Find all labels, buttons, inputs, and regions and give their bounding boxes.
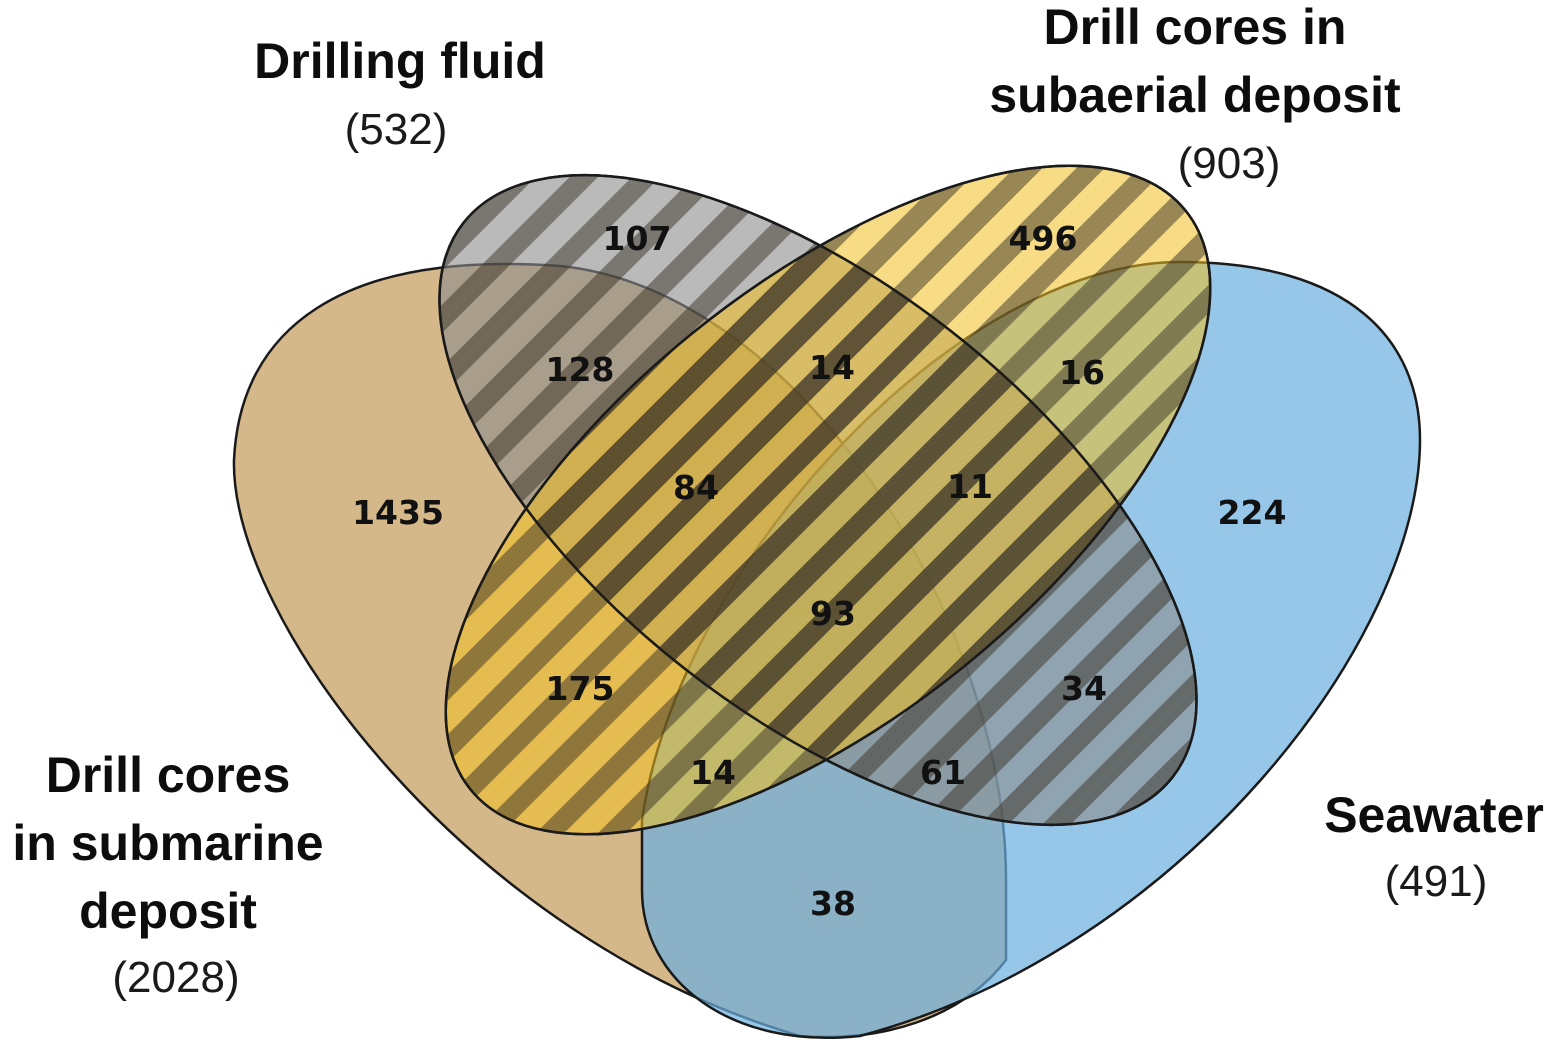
set-title-subaerial-line1: Drill cores in xyxy=(1044,0,1347,55)
region-value-fluid-subaerial-seawater: 11 xyxy=(947,467,993,506)
set-count-submarine: (2028) xyxy=(112,953,239,1002)
region-value-submarine-only: 1435 xyxy=(352,493,444,532)
region-value-submarine-subaerial: 175 xyxy=(546,669,615,708)
set-title-drilling-fluid: Drilling fluid xyxy=(254,33,546,89)
region-value-fluid-only: 107 xyxy=(603,219,672,258)
region-value-all-four: 93 xyxy=(810,594,856,633)
set-title-subaerial-line2: subaerial deposit xyxy=(989,67,1401,123)
set-title-submarine-line3: deposit xyxy=(79,883,257,939)
set-title-seawater: Seawater xyxy=(1324,787,1544,843)
region-value-seawater-only: 224 xyxy=(1218,493,1287,532)
set-subaerial-outline xyxy=(444,164,1212,836)
region-value-subaerial-only: 496 xyxy=(1009,219,1078,258)
set-count-subaerial: (903) xyxy=(1178,139,1281,188)
region-value-submarine-fluid: 128 xyxy=(546,350,615,389)
set-drilling-fluid-outline xyxy=(438,174,1198,826)
region-value-submarine-seawater: 38 xyxy=(810,884,856,923)
region-value-fluid-subaerial: 14 xyxy=(809,348,855,387)
region-value-submarine-fluid-seawater: 61 xyxy=(920,753,966,792)
region-value-fluid-seawater: 34 xyxy=(1061,669,1107,708)
set-title-submarine-line1: Drill cores xyxy=(46,747,291,803)
set-count-seawater: (491) xyxy=(1385,857,1488,906)
set-title-submarine-line2: in submarine xyxy=(12,815,323,871)
region-value-submarine-subaerial-seawater: 14 xyxy=(690,753,736,792)
set-count-drilling-fluid: (532) xyxy=(345,105,448,154)
region-value-submarine-fluid-subaerial: 84 xyxy=(673,468,719,507)
region-value-subaerial-seawater: 16 xyxy=(1059,353,1105,392)
